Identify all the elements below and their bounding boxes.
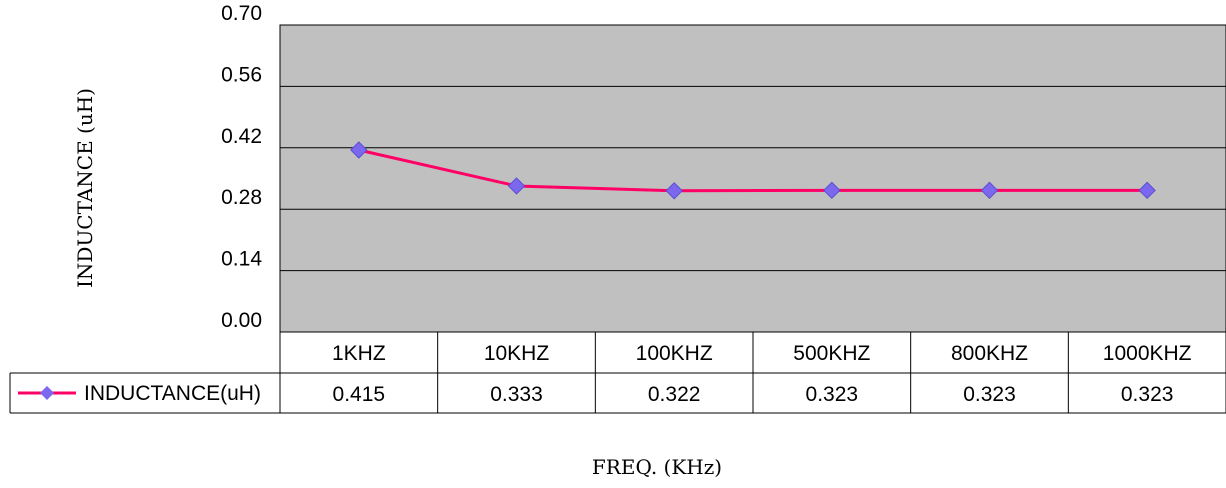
series-line bbox=[358, 148, 1148, 193]
data-point bbox=[823, 181, 841, 200]
legend-marker bbox=[40, 386, 54, 400]
data-point bbox=[507, 177, 526, 195]
plot-area bbox=[279, 24, 1226, 333]
category-label: 10KHZ bbox=[484, 342, 550, 365]
table-value: 0.415 bbox=[333, 383, 386, 406]
data-point bbox=[1138, 181, 1156, 200]
table-value: 0.333 bbox=[490, 383, 543, 406]
category-label: 1000KHZ bbox=[1103, 342, 1192, 365]
y-tick-label: 0.70 bbox=[221, 2, 262, 25]
y-tick-label: 0.00 bbox=[221, 309, 262, 332]
category-label: 1KHZ bbox=[332, 342, 386, 365]
y-tick-label: 0.56 bbox=[221, 63, 262, 86]
y-axis-title: INDUCTANCE (uH) bbox=[73, 88, 97, 288]
table-value: 0.322 bbox=[648, 383, 701, 406]
legend-entry-label: INDUCTANCE(uH) bbox=[84, 382, 261, 405]
y-tick-label: 0.28 bbox=[221, 186, 262, 209]
table-value: 0.323 bbox=[963, 383, 1016, 406]
table-value: 0.323 bbox=[806, 383, 859, 406]
category-label: 500KHZ bbox=[793, 342, 870, 365]
category-label: 800KHZ bbox=[951, 342, 1028, 365]
x-axis-title: FREQ. (KHz) bbox=[592, 455, 722, 479]
data-table: 1KHZ 10KHZ 100KHZ 500KHZ 800KHZ 1000KHZ INDUCT… bbox=[9, 332, 1226, 414]
data-point bbox=[350, 141, 368, 159]
y-tick-label: 0.42 bbox=[221, 125, 262, 148]
series-layer bbox=[350, 141, 1156, 200]
category-label: 100KHZ bbox=[636, 342, 713, 365]
table-value: 0.323 bbox=[1121, 383, 1174, 406]
data-point bbox=[980, 181, 999, 200]
data-point bbox=[665, 182, 683, 200]
y-axis-ticks: 0.70 0.56 0.42 0.28 0.14 0.00 bbox=[221, 2, 262, 332]
y-tick-label: 0.14 bbox=[221, 248, 262, 271]
